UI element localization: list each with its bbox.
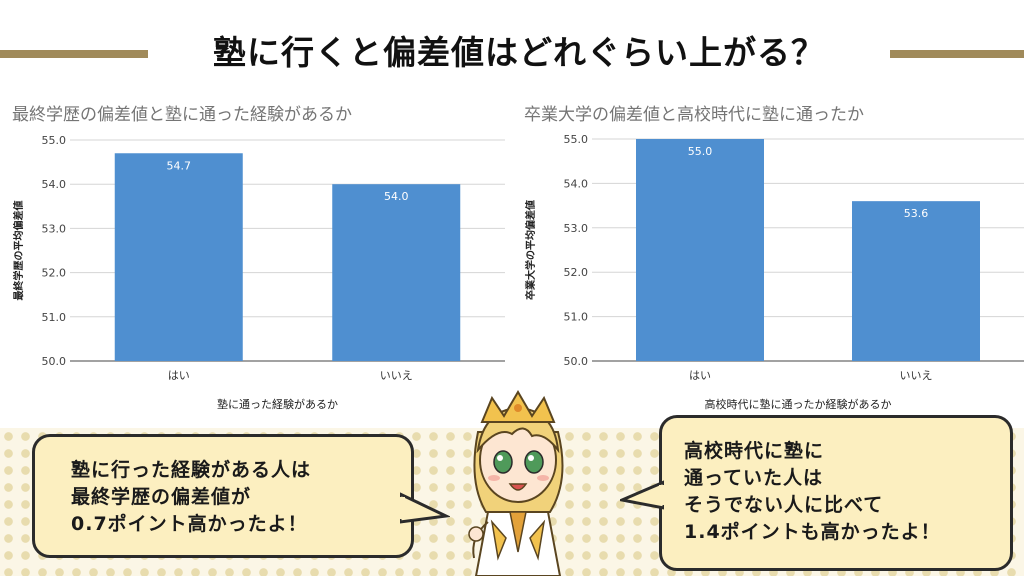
y-tick-label: 54.0 <box>42 178 67 191</box>
chart-right-svg: 50.0 51.0 52.0 53.0 54.0 55.0 55.0 はい 53.6 いいえ高校時… <box>524 133 1024 411</box>
speech-bubble-left: 塾に行った経験がある人は 最終学歴の偏差値が 0.7ポイント高かったよ！ <box>32 434 414 558</box>
bar-value-label: 54.0 <box>384 190 409 203</box>
y-tick-label: 52.0 <box>564 266 589 279</box>
y-tick-label: 52.0 <box>42 267 67 280</box>
bar-value-label: 54.7 <box>167 159 192 172</box>
bubble-right-text: 高校時代に塾に 通っていた人は そうでない人に比べて 1.4ポイントも高かったよ… <box>684 438 941 546</box>
speech-bubble-right: 高校時代に塾に 通っていた人は そうでない人に比べて 1.4ポイントも高かったよ… <box>659 415 1013 571</box>
chart-right: 卒業大学の偏差値と高校時代に塾に通ったか 50.0 51.0 52.0 53.0 54.… <box>512 96 1024 426</box>
bubble-right-line-1: 高校時代に塾に <box>684 440 825 462</box>
x-axis-title: 塾に通った経験があるか <box>217 397 338 411</box>
bubble-right-tail <box>620 480 664 510</box>
y-tick-label: 51.0 <box>42 311 67 324</box>
y-axis-title: 卒業大学の平均偏差値 <box>524 200 537 300</box>
chart-title-left: 最終学歴の偏差値と塾に通った経験があるか <box>12 105 352 125</box>
bubble-left-line-2: 最終学歴の偏差値が <box>71 486 252 508</box>
bubble-right-line-4: 1.4ポイントも高かったよ！ <box>684 521 941 543</box>
bar-value-label: 55.0 <box>688 145 713 158</box>
y-tick-label: 55.0 <box>564 133 589 146</box>
chart-left-svg: 50.0 51.0 52.0 53.0 54.0 55.0 54.7 はい 54.0 いいえ塾に通… <box>12 134 505 411</box>
bubble-left-text: 塾に行った経験がある人は 最終学歴の偏差値が 0.7ポイント高かったよ！ <box>71 457 311 538</box>
bubble-left-tail <box>400 492 450 524</box>
title-line-right <box>890 50 1024 58</box>
y-axis-title: 最終学歴の平均偏差値 <box>12 201 25 301</box>
bar-value-label: 53.6 <box>904 207 929 220</box>
y-tick-label: 50.0 <box>564 355 589 368</box>
bubble-right-line-3: そうでない人に比べて <box>684 494 884 516</box>
title-banner: 塾に行くと偏差値はどれぐらい上がる？ <box>0 27 1024 79</box>
bar <box>636 139 764 361</box>
chart-left: 最終学歴の偏差値と塾に通った経験があるか 50.0 51.0 52.0 53.0 54.… <box>0 96 512 426</box>
y-tick-label: 53.0 <box>42 222 67 235</box>
x-category-label: いいえ <box>380 369 413 382</box>
bar <box>114 153 243 361</box>
bar <box>852 201 980 361</box>
x-category-label: はい <box>689 369 711 382</box>
y-tick-label: 54.0 <box>564 177 589 190</box>
y-tick-label: 55.0 <box>42 134 67 147</box>
x-axis-title: 高校時代に塾に通ったか経験があるか <box>705 397 892 411</box>
bubble-left-line-1: 塾に行った経験がある人は <box>71 459 312 481</box>
x-category-label: はい <box>168 369 190 382</box>
y-tick-label: 51.0 <box>564 311 589 324</box>
bar <box>332 184 461 361</box>
page-title: 塾に行くと偏差値はどれぐらい上がる？ <box>213 33 825 72</box>
bubble-left-line-3: 0.7ポイント高かったよ！ <box>71 513 308 535</box>
x-category-label: いいえ <box>900 369 933 382</box>
mascot-illustration <box>468 390 564 576</box>
y-tick-label: 53.0 <box>564 222 589 235</box>
bubble-right-line-2: 通っていた人は <box>684 467 824 489</box>
chart-title-right: 卒業大学の偏差値と高校時代に塾に通ったか <box>524 105 864 125</box>
y-tick-label: 50.0 <box>42 355 67 368</box>
title-line-left <box>0 50 148 58</box>
